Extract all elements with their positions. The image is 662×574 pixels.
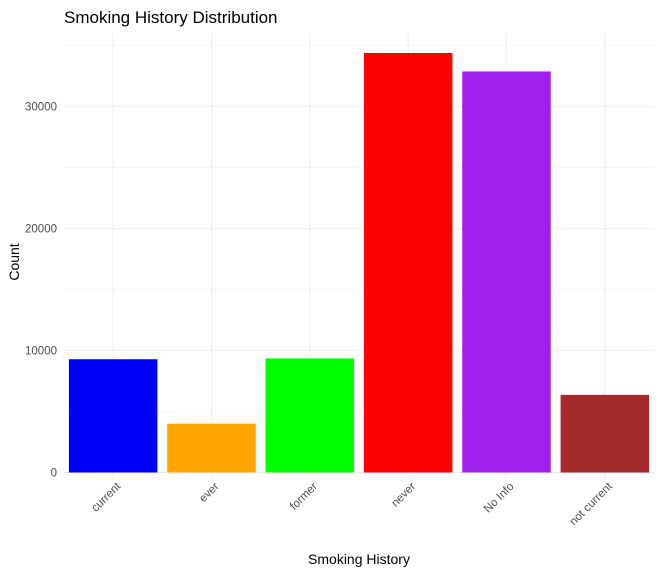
bar-ever <box>167 423 256 473</box>
x-tick-label: current <box>89 480 123 514</box>
y-tick-label: 30000 <box>25 102 57 114</box>
y-tick-label: 10000 <box>25 346 57 358</box>
bar-former <box>265 358 355 473</box>
bars-layer <box>68 52 650 473</box>
y-tick-label: 0 <box>51 468 57 480</box>
x-axis-title: Smoking History <box>308 551 410 567</box>
y-tick-labels: 0 10000 20000 30000 <box>25 102 57 480</box>
x-tick-label: ever <box>197 481 221 505</box>
chart-title: Smoking History Distribution <box>64 8 278 27</box>
x-tick-label: not current <box>568 480 616 528</box>
bar-no-info <box>462 71 551 473</box>
x-tick-labels: current ever former never No Info not current <box>89 480 615 528</box>
x-tick-label: former <box>288 481 320 513</box>
x-tick-label: never <box>389 481 418 510</box>
x-tick-label: No Info <box>482 481 517 516</box>
bar-not-current <box>560 394 650 473</box>
bar-never <box>363 52 453 473</box>
y-tick-label: 20000 <box>25 224 57 236</box>
y-axis-title: Count <box>6 243 22 280</box>
bar-current <box>68 359 158 473</box>
